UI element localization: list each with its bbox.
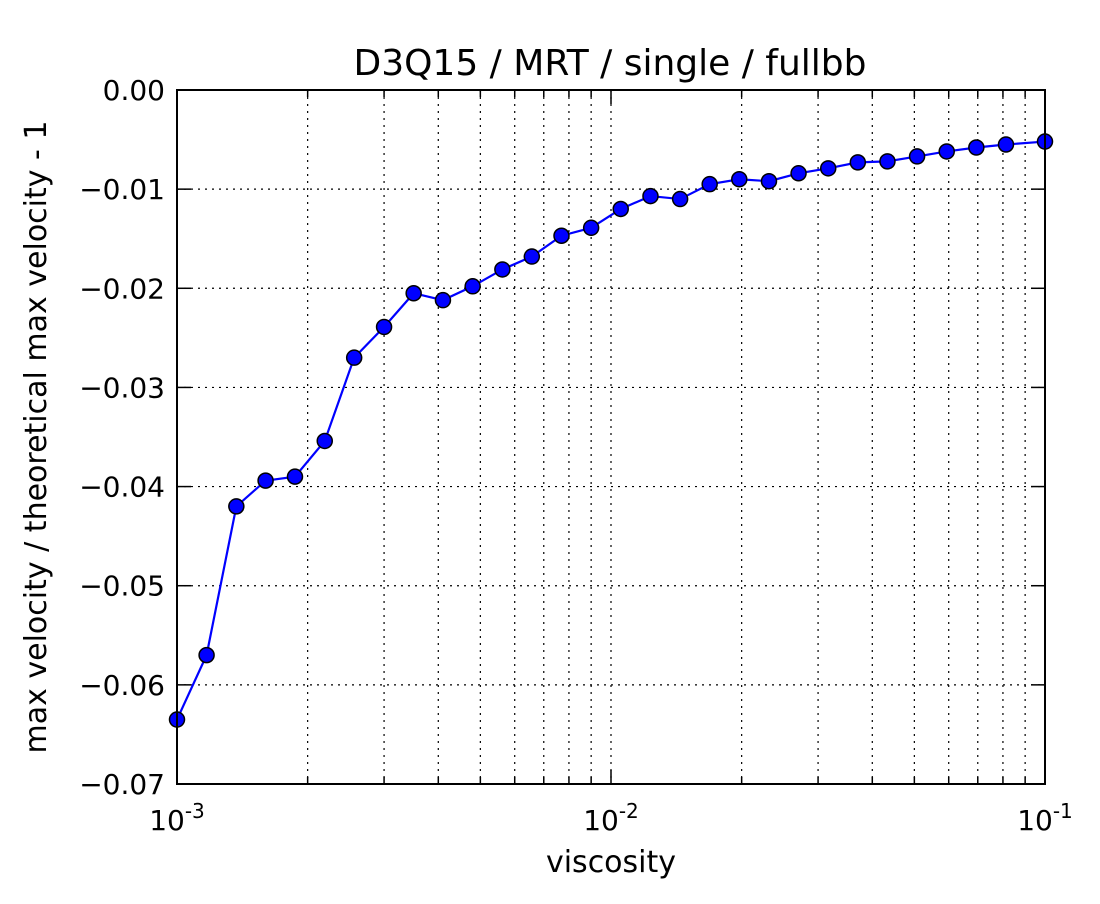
data-point xyxy=(849,154,867,171)
y-tick-label: −0.04 xyxy=(79,471,165,504)
data-point xyxy=(879,153,896,170)
chart-title: D3Q15 / MRT / single / fullbb xyxy=(353,43,866,84)
data-point xyxy=(257,472,274,489)
data-point xyxy=(464,278,481,295)
y-tick-label: 0.00 xyxy=(103,74,165,107)
data-point xyxy=(731,170,748,188)
data-point xyxy=(228,498,245,515)
plot-series xyxy=(168,133,1054,728)
y-axis-label: max velocity / theoretical max velocity … xyxy=(19,120,54,753)
data-point xyxy=(405,284,422,302)
x-axis-tick-labels: 10-3 10-2 10-1 xyxy=(149,799,1073,837)
data-point xyxy=(968,139,985,156)
data-point xyxy=(434,291,452,309)
data-point xyxy=(316,432,334,450)
grid xyxy=(177,90,1045,784)
data-point xyxy=(375,318,393,336)
data-point xyxy=(286,468,304,485)
data-point xyxy=(790,165,807,182)
data-point xyxy=(553,227,570,244)
x-tick-label: 10-2 xyxy=(583,799,639,837)
data-point xyxy=(819,160,837,177)
data-point xyxy=(997,136,1015,153)
data-point xyxy=(612,200,629,218)
y-axis-tick-labels: 0.00 −0.01 −0.02 −0.03 −0.04 −0.05 −0.06 −0.07 xyxy=(79,74,165,801)
y-tick-label: −0.06 xyxy=(79,669,165,702)
y-tick-label: −0.07 xyxy=(79,768,165,801)
y-tick-label: −0.01 xyxy=(79,173,165,206)
y-tick-label: −0.05 xyxy=(79,570,165,603)
x-tick-label: 10-1 xyxy=(1017,799,1073,837)
data-point xyxy=(582,219,600,237)
x-axis-label: viscosity xyxy=(546,845,676,880)
data-point xyxy=(938,143,955,160)
data-point xyxy=(494,261,511,278)
data-point xyxy=(671,190,689,208)
data-point xyxy=(345,349,363,366)
plot-frame xyxy=(176,89,1046,785)
y-tick-label: −0.03 xyxy=(79,371,165,404)
data-point xyxy=(642,187,659,205)
data-point xyxy=(908,148,926,165)
x-tick-label: 10-3 xyxy=(149,799,205,837)
data-point xyxy=(701,175,718,193)
y-tick-label: −0.02 xyxy=(79,272,165,305)
data-point xyxy=(760,172,778,190)
data-point xyxy=(198,646,215,664)
data-point xyxy=(523,248,541,265)
